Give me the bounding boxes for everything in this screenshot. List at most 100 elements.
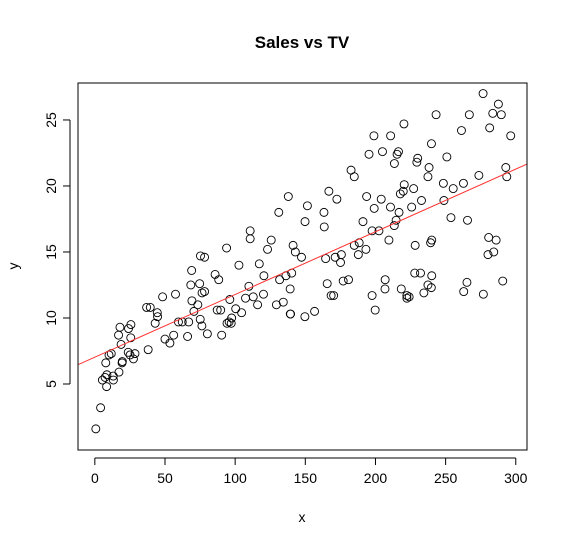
data-point — [101, 358, 111, 368]
data-point — [498, 276, 508, 286]
data-point — [478, 89, 488, 99]
x-tick-label: 150 — [294, 470, 318, 486]
data-point — [330, 252, 340, 262]
data-point — [336, 258, 345, 267]
data-point — [324, 186, 334, 196]
data-point — [187, 296, 197, 306]
data-point — [386, 131, 396, 141]
data-point — [150, 318, 160, 328]
data-point — [212, 305, 222, 315]
data-point — [126, 333, 136, 343]
data-point — [319, 222, 329, 232]
data-point — [197, 321, 207, 331]
data-point — [102, 382, 112, 392]
data-point — [226, 318, 236, 328]
x-tick-label: 50 — [157, 470, 173, 486]
data-point — [302, 201, 312, 211]
y-tick-label: 10 — [43, 310, 59, 326]
data-point — [410, 240, 420, 250]
data-point — [245, 226, 255, 236]
data-point — [402, 293, 412, 303]
data-point — [491, 235, 501, 245]
data-point — [489, 247, 499, 257]
data-point — [389, 221, 399, 231]
data-point — [114, 330, 124, 340]
data-point — [427, 139, 436, 149]
data-point — [310, 306, 320, 316]
data-point — [237, 308, 247, 318]
data-point — [369, 131, 379, 141]
data-point — [399, 180, 409, 190]
data-point — [248, 292, 258, 302]
data-point — [195, 314, 205, 324]
data-point — [386, 202, 395, 212]
data-point — [200, 252, 210, 262]
data-point — [402, 291, 412, 300]
data-point — [290, 247, 300, 257]
data-point — [485, 123, 495, 133]
y-tick-label: 15 — [43, 244, 59, 260]
data-point — [259, 271, 269, 281]
data-point — [431, 110, 441, 120]
data-point — [394, 207, 404, 217]
y-axis-label: y — [5, 263, 21, 270]
data-point — [353, 250, 363, 260]
data-point — [457, 126, 466, 135]
data-point — [222, 318, 232, 328]
data-point — [263, 244, 273, 254]
x-tick-label: 100 — [223, 470, 247, 486]
data-point — [395, 189, 405, 199]
data-point — [446, 213, 456, 223]
data-point — [297, 252, 306, 262]
data-point — [169, 330, 179, 340]
data-point — [278, 297, 288, 307]
data-point — [102, 370, 112, 380]
data-point — [398, 186, 408, 196]
data-point — [231, 304, 241, 314]
data-point — [424, 163, 434, 172]
x-axis-label: x — [299, 509, 306, 525]
data-point — [370, 305, 380, 315]
data-point — [329, 291, 339, 300]
data-point — [369, 203, 379, 213]
data-point — [407, 202, 417, 212]
data-point — [259, 289, 268, 299]
data-point — [413, 153, 423, 163]
data-point — [123, 347, 133, 357]
data-point — [143, 345, 153, 355]
data-point — [300, 312, 310, 322]
data-point — [496, 110, 506, 120]
data-point — [241, 293, 250, 303]
data-point — [423, 172, 433, 182]
data-point — [254, 259, 264, 269]
data-point — [404, 292, 414, 302]
data-point — [338, 276, 348, 286]
data-point — [483, 250, 493, 260]
data-point — [187, 266, 197, 275]
data-point — [399, 119, 409, 129]
data-point — [389, 159, 399, 168]
data-point — [300, 217, 310, 227]
data-point — [442, 152, 452, 162]
x-tick-label: 200 — [364, 470, 388, 486]
data-point — [367, 226, 377, 236]
data-point — [416, 268, 425, 278]
data-point — [426, 283, 436, 293]
data-point — [358, 217, 368, 227]
data-point — [378, 147, 387, 157]
data-point — [227, 313, 237, 323]
data-point — [117, 357, 127, 366]
data-point — [394, 147, 403, 157]
x-tick-label: 250 — [434, 470, 458, 486]
data-point — [253, 300, 263, 310]
y-tick-label: 20 — [43, 178, 59, 194]
data-point — [171, 289, 180, 299]
data-point — [108, 375, 118, 385]
data-point — [322, 279, 332, 289]
data-point — [115, 322, 125, 332]
data-point — [464, 110, 474, 120]
data-point — [183, 332, 193, 341]
data-point — [196, 251, 205, 261]
x-tick-label: 300 — [504, 470, 528, 486]
data-point — [384, 235, 394, 245]
